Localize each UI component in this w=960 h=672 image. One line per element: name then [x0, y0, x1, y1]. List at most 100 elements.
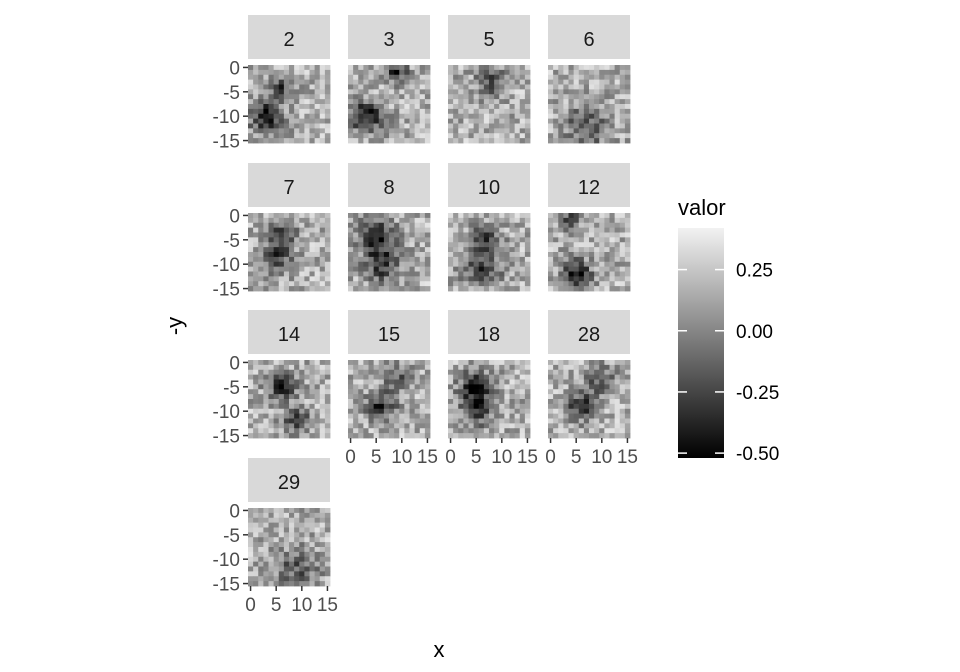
heatmap-tile: [263, 286, 269, 292]
heatmap-tile: [373, 74, 380, 81]
heatmap-tile: [483, 74, 490, 81]
heatmap-tile: [273, 556, 280, 563]
heatmap-tile: [419, 108, 426, 115]
heatmap-tile: [253, 99, 259, 105]
x-tick-label: 10: [391, 447, 412, 468]
heatmap-tile: [248, 65, 254, 71]
heatmap-tile: [353, 403, 359, 410]
y-tick-label: -15: [213, 280, 240, 301]
heatmap-tile: [294, 532, 300, 538]
heatmap-tile: [278, 227, 285, 233]
heatmap-tile: [424, 286, 431, 292]
heatmap-tile: [373, 379, 380, 385]
heatmap-tile: [309, 581, 316, 587]
heatmap-tile: [253, 537, 259, 543]
heatmap-tile: [409, 104, 416, 110]
heatmap-tile: [414, 384, 421, 390]
heatmap-tile: [573, 266, 580, 272]
heatmap-tile: [448, 108, 454, 115]
heatmap-tile: [368, 413, 375, 419]
heatmap-tile: [319, 360, 326, 366]
heatmap-tile: [468, 227, 475, 233]
heatmap-tile: [263, 79, 269, 85]
heatmap-tile: [453, 79, 459, 85]
heatmap-tile: [368, 276, 375, 282]
heatmap-tile: [458, 374, 464, 380]
heatmap-tile: [263, 217, 269, 224]
heatmap-tile: [609, 242, 616, 248]
heatmap-tile: [504, 104, 510, 110]
heatmap-tile: [453, 65, 459, 71]
heatmap-tile: [504, 418, 510, 424]
heatmap-tile: [299, 256, 305, 263]
heatmap-tile: [448, 413, 454, 419]
heatmap-tile: [363, 104, 369, 110]
heatmap-tile: [253, 423, 259, 429]
heatmap-tile: [314, 113, 321, 120]
heatmap-tile: [458, 403, 464, 410]
heatmap-tile: [409, 113, 416, 120]
heatmap-tile: [273, 266, 280, 272]
heatmap-tile: [494, 104, 500, 110]
heatmap-tile: [419, 403, 426, 410]
heatmap-tile: [258, 281, 264, 287]
heatmap-tile: [378, 384, 385, 390]
heatmap-tile: [499, 374, 505, 380]
heatmap-tile: [483, 138, 490, 144]
heatmap-tiles: [548, 213, 631, 292]
heatmap-tile: [563, 217, 569, 224]
heatmap-tile: [304, 261, 310, 268]
heatmap-tile: [304, 118, 310, 124]
heatmap-tile: [394, 433, 400, 439]
heatmap-tile: [378, 213, 385, 219]
heatmap-tile: [594, 423, 600, 429]
heatmap-tile: [504, 138, 510, 144]
heatmap-tile: [289, 522, 295, 528]
heatmap-tile: [309, 571, 316, 577]
heatmap-tile: [383, 394, 390, 400]
heatmap-tile: [409, 418, 416, 424]
heatmap-tile: [404, 369, 410, 376]
heatmap-tile: [463, 69, 469, 76]
heatmap-tile: [358, 281, 364, 287]
heatmap-tile: [248, 118, 254, 124]
heatmap-tile: [483, 69, 490, 76]
heatmap-tile: [363, 227, 369, 233]
heatmap-tile: [619, 428, 626, 434]
heatmap-tile: [453, 364, 459, 371]
heatmap-tile: [619, 266, 626, 272]
heatmap-tile: [624, 213, 631, 219]
heatmap-tile: [483, 256, 490, 263]
heatmap-tile: [348, 266, 354, 272]
heatmap-tile: [563, 213, 569, 219]
heatmap-tile: [568, 276, 575, 282]
heatmap-tile: [473, 364, 480, 371]
heatmap-tile: [589, 138, 595, 144]
heatmap-tile: [414, 128, 421, 134]
heatmap-tile: [599, 217, 605, 224]
heatmap-tile: [309, 364, 316, 371]
heatmap-tile: [619, 113, 626, 120]
heatmap-tile: [383, 237, 390, 243]
heatmap-tile: [319, 74, 326, 81]
heatmap-tile: [583, 237, 590, 243]
heatmap-tile: [519, 286, 526, 292]
heatmap-tile: [624, 113, 631, 120]
heatmap-tile: [599, 261, 605, 268]
heatmap-tile: [389, 418, 395, 424]
heatmap-tile: [594, 256, 600, 263]
heatmap-tile: [573, 213, 580, 219]
heatmap-tile: [509, 99, 516, 105]
facet-strip: [248, 458, 330, 502]
heatmap-tile: [578, 271, 585, 277]
heatmap-tile: [594, 138, 600, 144]
heatmap-tile: [319, 69, 326, 76]
heatmap-tile: [483, 252, 490, 258]
heatmap-tile: [414, 369, 421, 376]
heatmap-tile: [553, 266, 559, 272]
heatmap-tile: [548, 379, 554, 385]
heatmap-tile: [289, 79, 295, 85]
heatmap-tile: [248, 213, 254, 219]
facet-panel: 290-5-10-150 5 10 15: [213, 458, 338, 616]
heatmap-tile: [453, 271, 459, 277]
